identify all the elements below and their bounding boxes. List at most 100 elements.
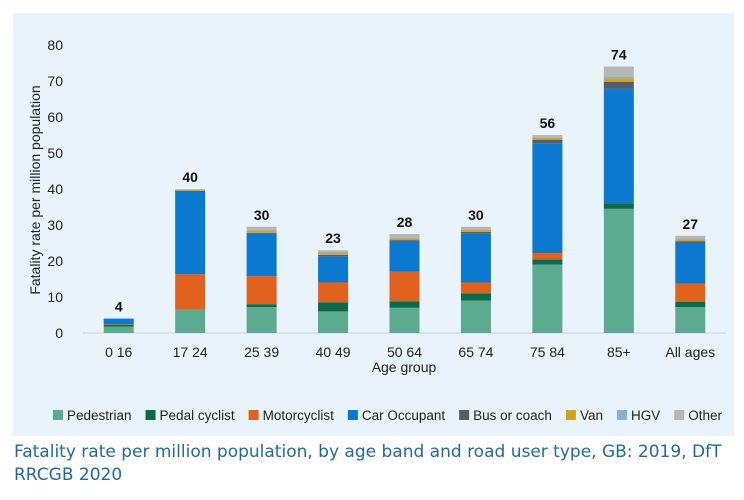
y-tick-label: 70 [47, 73, 63, 89]
bar-total-label: 23 [325, 230, 341, 246]
legend-swatch [616, 410, 627, 420]
bar-total-label: 56 [540, 115, 556, 131]
bar-segment [675, 301, 706, 308]
y-axis-title: Fatality rate per million population [27, 85, 43, 294]
chart-panel: Fatality rate per million population Age… [13, 13, 734, 436]
bar-segment [246, 304, 277, 308]
bar-segment [460, 226, 491, 230]
legend-swatch [248, 410, 259, 420]
legend-label: Other [688, 408, 722, 423]
bar-segment [389, 234, 420, 238]
bar-segment [103, 324, 134, 325]
bar-segment [460, 233, 491, 283]
y-tick-label: 50 [47, 145, 63, 161]
bar-segment [532, 259, 563, 265]
x-tick-label: 65 74 [458, 344, 493, 360]
bar-segment [318, 252, 349, 254]
legend-label: Pedestrian [67, 408, 132, 423]
bar-segment [318, 254, 349, 257]
bar-segment [318, 250, 349, 252]
bar-segment [389, 301, 420, 308]
bar-segment [675, 243, 706, 284]
bar-segment [675, 239, 706, 242]
bar-segment [175, 190, 206, 192]
bar-segment [246, 307, 277, 333]
total-labels: 4 40 30 23 28 30 56 74 27 [115, 47, 698, 315]
bar-segment [246, 230, 277, 233]
x-tick-label: 75 84 [530, 344, 565, 360]
bar-segment [318, 256, 349, 283]
y-tick-label: 10 [47, 289, 63, 305]
bar-segment [603, 78, 634, 82]
bar-segment [460, 293, 491, 301]
x-tick-label: 50 64 [387, 344, 422, 360]
legend-swatch [674, 410, 685, 420]
x-axis-title: Age group [372, 359, 437, 375]
x-tick-label: 0 16 [105, 344, 132, 360]
y-tick-label: 40 [47, 181, 63, 197]
bar-segment [460, 300, 491, 333]
bar-segment [389, 241, 420, 272]
bar-segment [389, 240, 420, 242]
legend-label: Car Occupant [362, 408, 446, 423]
x-tick-label: 85+ [607, 344, 631, 360]
figure-caption: Fatality rate per million population, by… [14, 442, 722, 485]
bars-group [103, 66, 706, 333]
bar-segment [103, 318, 134, 324]
bar-segment [603, 203, 634, 209]
legend-swatch [459, 410, 470, 420]
bar-segment [603, 88, 634, 204]
bar-segment [460, 282, 491, 294]
bar-segment [675, 307, 706, 333]
y-tick-label: 30 [47, 217, 63, 233]
bar-total-label: 30 [254, 207, 270, 223]
bar-segment [318, 311, 349, 333]
bar-segment [175, 189, 206, 191]
bar-segment [389, 237, 420, 239]
bar-segment [603, 76, 634, 79]
legend-label: Bus or coach [473, 408, 552, 423]
bar-segment [532, 253, 563, 260]
bar-segment [389, 307, 420, 333]
bar-segment [389, 238, 420, 241]
bar-segment [175, 309, 206, 333]
bar-segment [103, 324, 134, 327]
bar-segment [175, 191, 206, 275]
x-tick-label: 40 49 [316, 344, 351, 360]
bar-segment [603, 66, 634, 77]
y-axis-ticks: 0 10 20 30 40 50 60 70 80 [47, 37, 63, 341]
legend-label: Motorcyclist [263, 408, 335, 423]
legend-swatch [347, 410, 358, 420]
bar-segment [246, 232, 277, 234]
bar-segment [460, 230, 491, 232]
legend: Pedestrian Pedal cyclist Motorcyclist Car O… [53, 408, 723, 423]
bar-segment [318, 253, 349, 255]
bar-total-label: 40 [182, 169, 198, 185]
bar-total-label: 27 [682, 216, 698, 232]
bar-segment [675, 241, 706, 243]
stacked-bar-chart: Fatality rate per million population Age… [27, 37, 726, 423]
legend-label: Van [580, 408, 603, 423]
bar-segment [532, 139, 563, 144]
bar-segment [246, 229, 277, 231]
bar-segment [318, 302, 349, 312]
bar-segment [460, 231, 491, 234]
y-tick-label: 0 [55, 325, 63, 341]
legend-label: Pedal cyclist [160, 408, 235, 423]
legend-label: HGV [631, 408, 660, 423]
bar-total-label: 4 [115, 299, 123, 315]
y-tick-label: 60 [47, 109, 63, 125]
bar-segment [675, 283, 706, 302]
bar-total-label: 74 [611, 47, 627, 63]
bar-segment [246, 233, 277, 277]
legend-swatch [53, 410, 63, 420]
bar-segment [318, 282, 349, 303]
bar-segment [103, 326, 134, 333]
bar-segment [175, 274, 206, 310]
legend-swatch [565, 410, 576, 420]
x-tick-label: All ages [665, 344, 715, 360]
bar-segment [675, 238, 706, 240]
x-axis-ticks: 0 16 17 24 25 39 40 49 50 64 65 74 75 84 85+ All… [105, 344, 715, 360]
bar-segment [603, 81, 634, 89]
bar-segment [603, 208, 634, 333]
